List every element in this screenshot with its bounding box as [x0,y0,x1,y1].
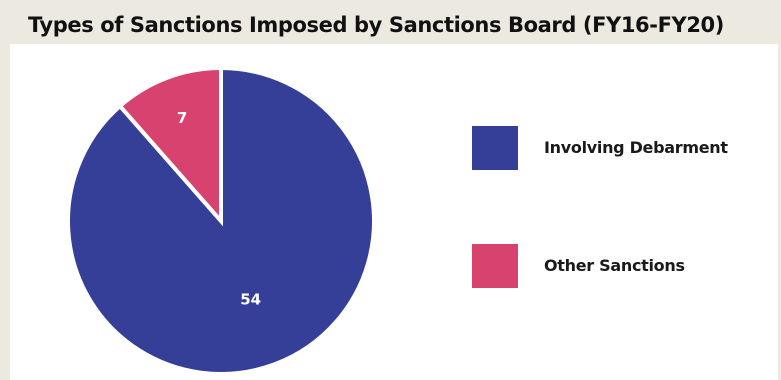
pie-value-label-other-sanctions: 7 [177,109,187,127]
legend-swatch-other-sanctions [472,244,518,288]
legend-label-involving-debarment: Involving Debarment [544,138,728,157]
legend-label-other-sanctions: Other Sanctions [544,256,685,275]
legend-swatch-involving-debarment [472,126,518,170]
pie-labels: 54 7 [177,109,261,309]
chart-title: Types of Sanctions Imposed by Sanctions … [28,13,724,37]
pie-slice-other-sanctions [117,65,223,227]
pie-value-label-involving-debarment: 54 [240,291,261,309]
pie-slices [66,65,376,376]
